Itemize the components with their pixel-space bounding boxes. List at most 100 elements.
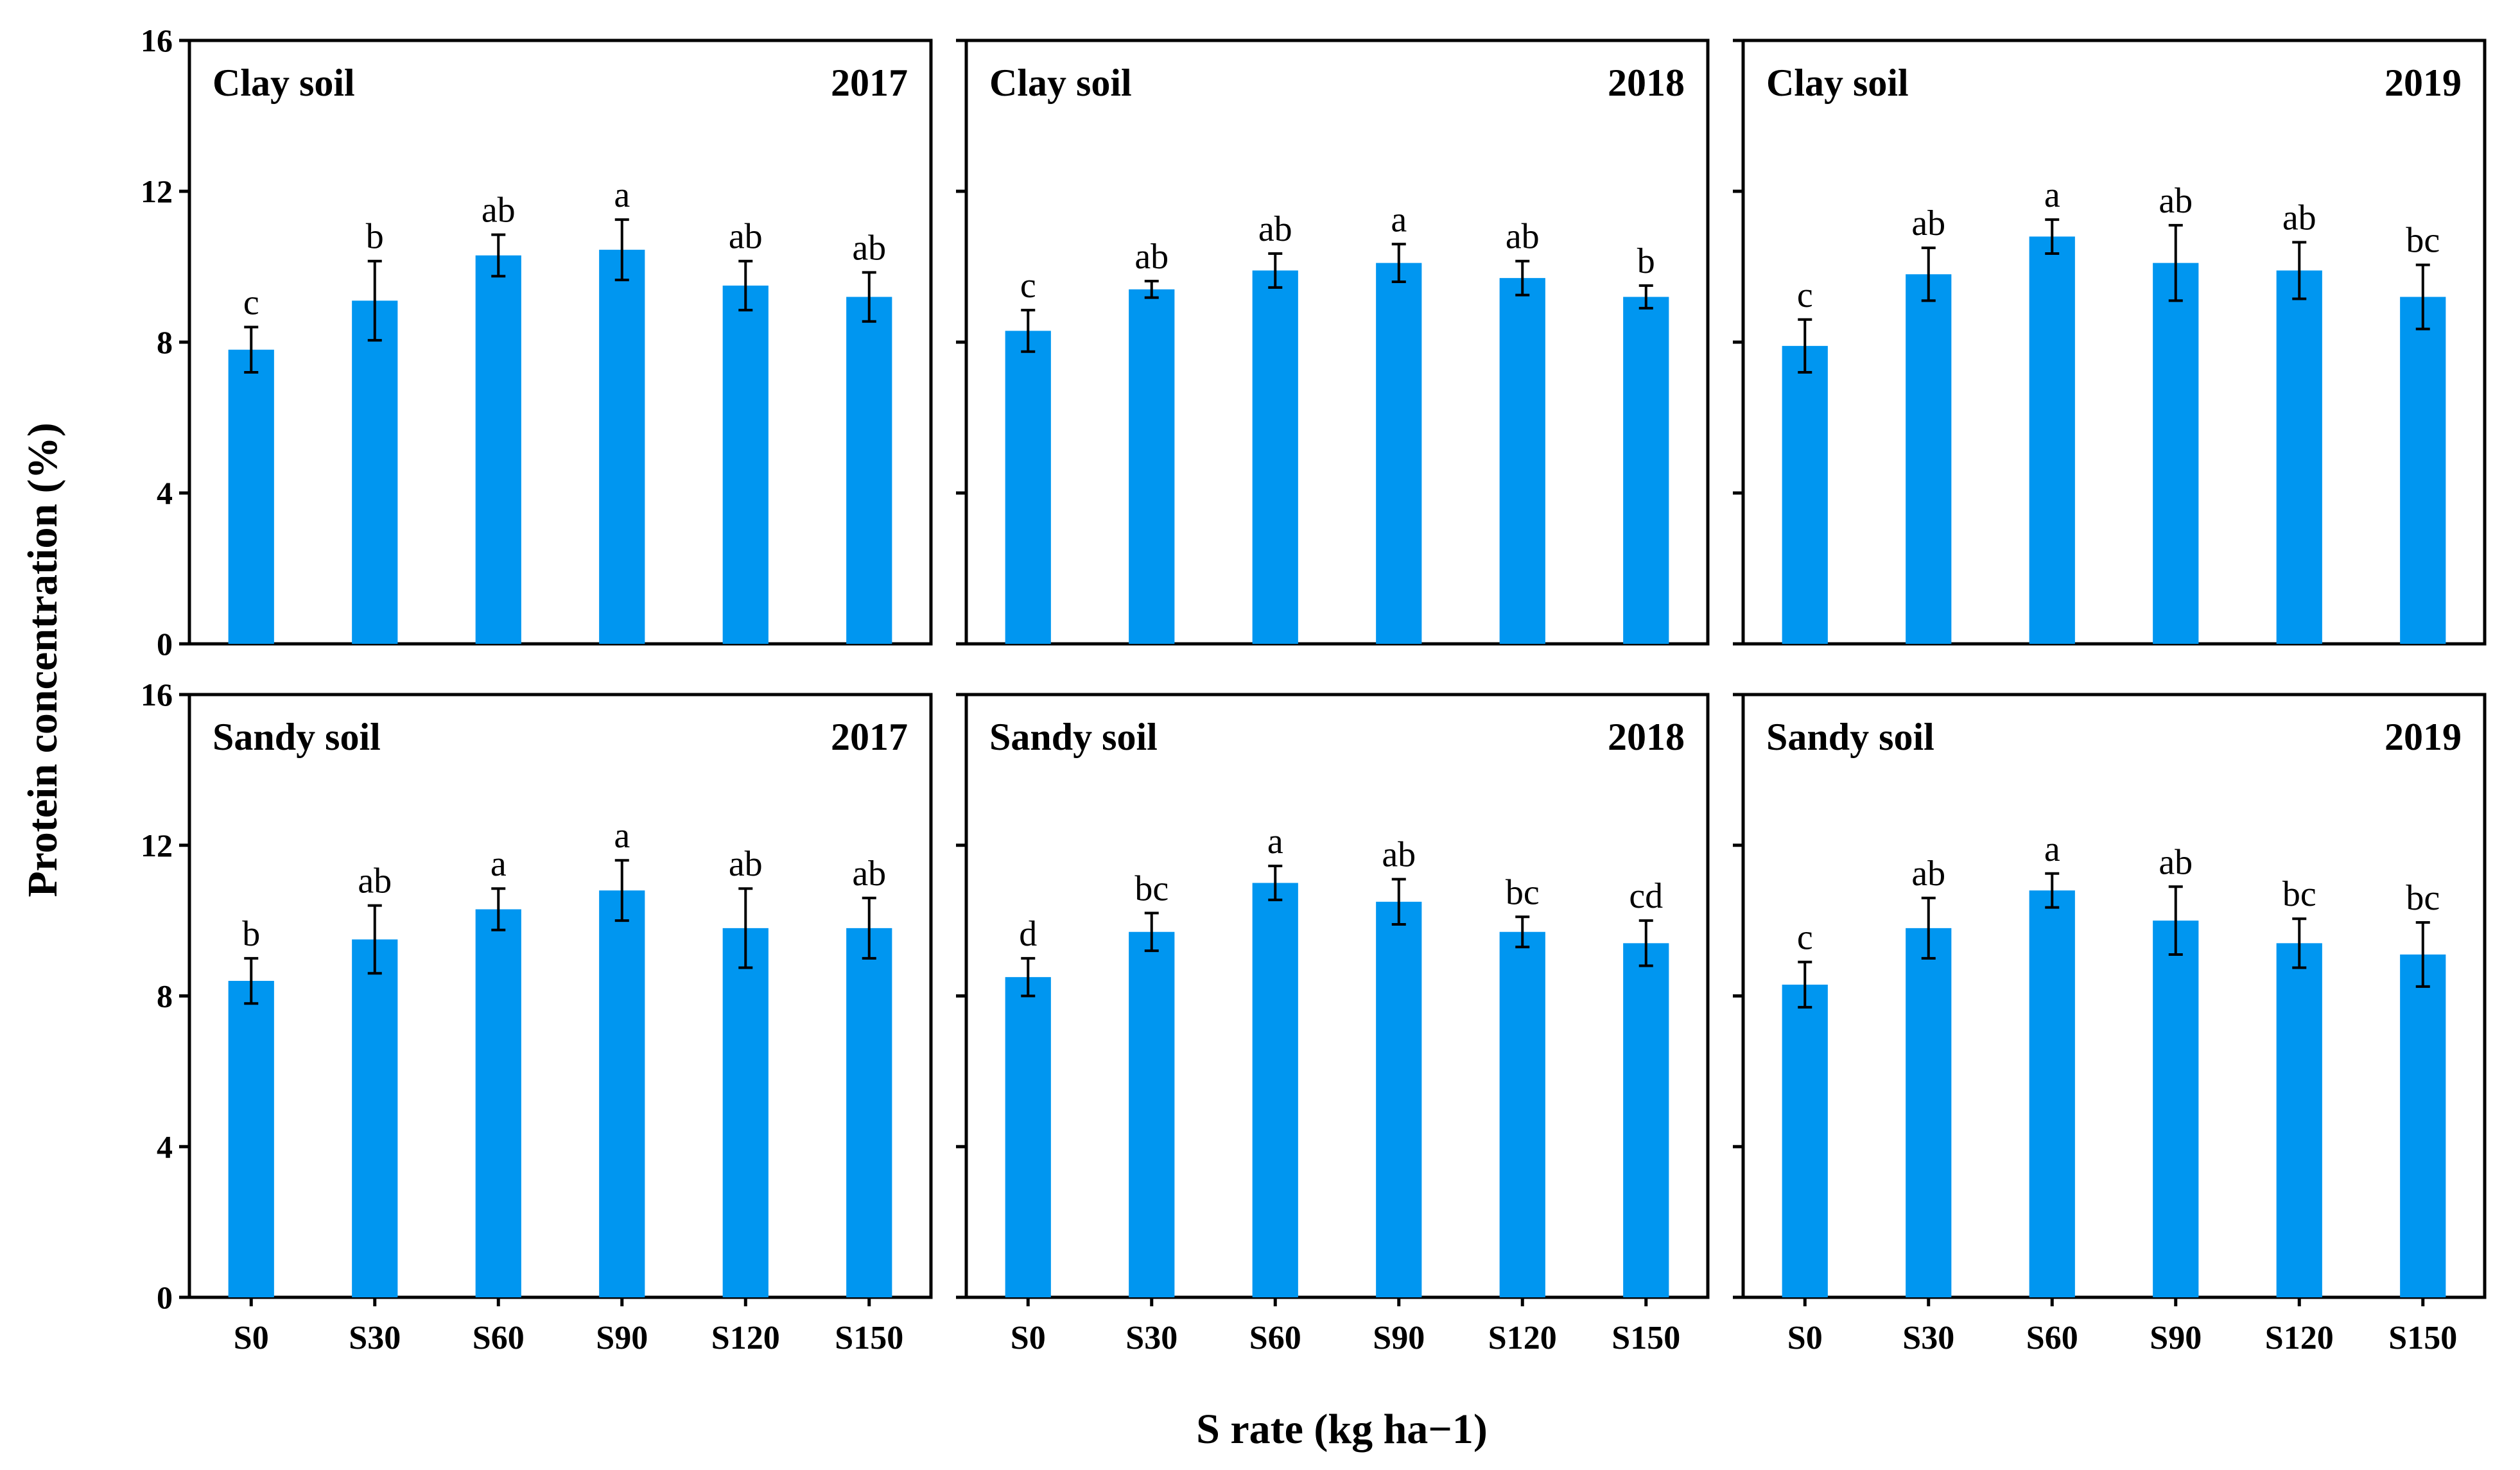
- error-bar: [2292, 241, 2307, 300]
- panel-soil-label: Clay soil: [213, 62, 355, 104]
- x-tick-label-s120: S120: [711, 1320, 780, 1356]
- panel-year-label: 2019: [2385, 62, 2462, 104]
- bar-s90: [2153, 921, 2199, 1297]
- error-bar: [1144, 912, 1159, 953]
- error-bar: [1638, 284, 1653, 310]
- significance-letter: bc: [2282, 874, 2316, 914]
- significance-letter: bc: [2406, 221, 2440, 261]
- plot-frame: [964, 693, 1710, 1299]
- error-bar: [614, 218, 629, 282]
- error-bar: [367, 904, 382, 975]
- error-bar: [2415, 921, 2430, 988]
- bar-s90: [1376, 901, 1422, 1297]
- panel-clay-2019: c ab a ab ab bc Clay soil 2019: [1733, 39, 2487, 646]
- significance-letter: a: [2044, 829, 2060, 869]
- panel-clay-2017: 0 4 8 12 16 c b ab a ab ab Clay soil 2017: [141, 22, 933, 662]
- bar-s90: [599, 250, 645, 644]
- significance-letter: a: [614, 816, 630, 856]
- panel-year-label: 2017: [831, 716, 908, 758]
- bar-s30: [352, 300, 398, 644]
- bar-s120: [1499, 278, 1545, 644]
- y-tick-label: 16: [141, 677, 173, 713]
- bar-s150: [2400, 297, 2446, 644]
- significance-letter: ab: [482, 191, 516, 230]
- error-bar: [2168, 223, 2183, 302]
- error-bar: [244, 325, 259, 374]
- significance-letter: d: [1019, 914, 1037, 954]
- x-tick-label-s60: S60: [473, 1320, 525, 1356]
- x-tick-label-s150: S150: [1612, 1320, 1680, 1356]
- panel-sandy-2017: 0 4 8 12 16 b S0 ab S30 a S60 a S90 ab S120 ab S150 Sandy…: [141, 677, 933, 1356]
- x-tick-label-s60: S60: [2026, 1320, 2078, 1356]
- error-bar: [1144, 279, 1159, 299]
- error-bar: [1021, 956, 1036, 998]
- significance-letter: ab: [1258, 209, 1292, 249]
- bar-s0: [1782, 345, 1828, 644]
- significance-letter: c: [1797, 918, 1813, 958]
- error-bar: [2045, 218, 2060, 255]
- significance-letter: ab: [2159, 181, 2193, 221]
- error-bar: [491, 233, 506, 278]
- significance-letter: ab: [729, 844, 763, 884]
- y-tick-label: 8: [157, 978, 173, 1014]
- y-tick-label: 0: [157, 1279, 173, 1315]
- error-bar: [2168, 885, 2183, 956]
- error-bar: [1391, 243, 1406, 283]
- x-tick-label-s90: S90: [1373, 1320, 1425, 1356]
- significance-letter: ab: [852, 854, 886, 894]
- y-tick-label: 16: [141, 22, 173, 58]
- bar-s90: [2153, 263, 2199, 644]
- bar-s120: [2276, 943, 2322, 1297]
- significance-letter: b: [242, 914, 260, 954]
- error-bar: [1798, 318, 1812, 374]
- error-bar: [2415, 263, 2430, 331]
- significance-letter: a: [491, 844, 507, 884]
- significance-letter: a: [2044, 175, 2060, 215]
- panel-year-label: 2018: [1608, 62, 1685, 104]
- bar-s0: [1005, 977, 1051, 1297]
- error-bar: [1515, 259, 1530, 297]
- bar-s90: [1376, 263, 1422, 644]
- panel-clay-2018: c ab ab a ab b Clay soil 2018: [956, 39, 1710, 646]
- panel-soil-label: Clay soil: [989, 62, 1132, 104]
- error-bar: [614, 859, 629, 922]
- significance-letter: ab: [1134, 237, 1169, 277]
- error-bar: [2045, 872, 2060, 909]
- error-bar: [1268, 865, 1283, 901]
- significance-letter: c: [1797, 275, 1813, 315]
- significance-letter: bc: [2406, 878, 2440, 918]
- x-axis-title: S rate (kg ha−1): [1196, 1406, 1488, 1453]
- y-tick-label: 4: [157, 475, 173, 511]
- error-bar: [738, 259, 753, 312]
- x-tick-label-s30: S30: [1125, 1320, 1177, 1356]
- y-tick-label: 8: [157, 324, 173, 360]
- bar-s0: [228, 981, 274, 1297]
- error-bar: [1391, 878, 1406, 926]
- plot-frame: [1741, 39, 2487, 646]
- error-bar: [491, 887, 506, 931]
- bar-s150: [846, 928, 892, 1297]
- error-bar: [244, 956, 259, 1005]
- plot-frame: [1741, 693, 2487, 1299]
- bar-s150: [2400, 954, 2446, 1297]
- panel-year-label: 2018: [1608, 716, 1685, 758]
- significance-letter: ab: [358, 861, 392, 901]
- panel-soil-label: Clay soil: [1766, 62, 1909, 104]
- bar-s120: [1499, 931, 1545, 1297]
- error-bar: [1798, 960, 1812, 1009]
- error-bar: [1515, 915, 1530, 949]
- bar-s60: [475, 255, 521, 644]
- bar-s60: [2029, 890, 2075, 1297]
- significance-letter: a: [614, 175, 630, 215]
- bar-s120: [722, 928, 769, 1297]
- bar-s0: [1782, 984, 1828, 1297]
- y-tick-label: 0: [157, 626, 173, 662]
- bar-s120: [2276, 270, 2322, 644]
- bar-s150: [846, 297, 892, 644]
- error-bar: [2292, 917, 2307, 969]
- error-bar: [1921, 896, 1936, 960]
- bar-s90: [599, 890, 645, 1297]
- bar-s30: [1906, 928, 1952, 1297]
